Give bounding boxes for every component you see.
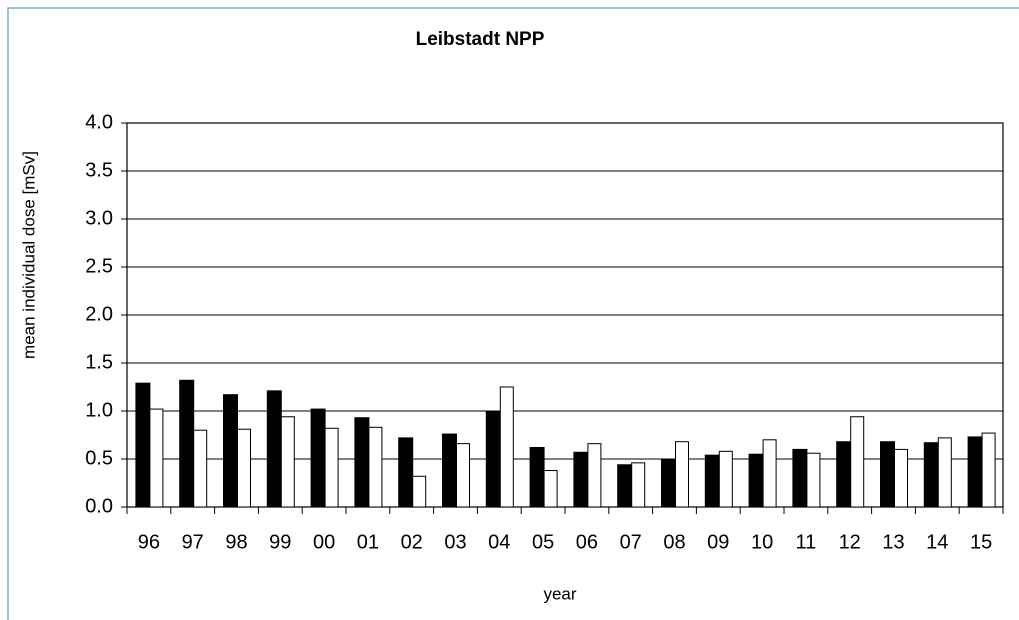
bar xyxy=(280,416,295,508)
y-tick-label: 3.0 xyxy=(85,207,113,229)
x-tick-label: 13 xyxy=(882,531,904,553)
x-tick-label: 02 xyxy=(401,531,423,553)
bar xyxy=(223,394,238,508)
bar xyxy=(967,436,983,508)
bar xyxy=(543,470,558,508)
x-tick-label: 10 xyxy=(751,531,773,553)
x-tick-label: 05 xyxy=(532,531,554,553)
x-tick-label: 06 xyxy=(576,531,598,553)
bar xyxy=(529,446,545,508)
bar xyxy=(850,416,865,508)
y-tick-label: 0.0 xyxy=(85,495,113,517)
bar xyxy=(442,433,457,508)
bar xyxy=(499,386,514,508)
bar xyxy=(310,408,326,508)
bar xyxy=(485,411,501,508)
y-tick-label: 3.5 xyxy=(85,159,113,181)
x-tick-label: 11 xyxy=(796,531,817,553)
y-tick-label: 0.5 xyxy=(85,447,113,469)
bar xyxy=(179,379,195,508)
y-tick-label: 1.5 xyxy=(85,351,113,373)
bar xyxy=(368,426,383,508)
bar xyxy=(266,390,282,508)
bar xyxy=(617,464,633,508)
y-tick-label: 1.0 xyxy=(85,399,113,421)
x-tick-label: 12 xyxy=(839,531,861,553)
y-tick-label: 2.0 xyxy=(85,303,113,325)
bar xyxy=(762,439,777,508)
y-tick-label: 4.0 xyxy=(85,111,113,133)
bar xyxy=(237,428,251,508)
bar xyxy=(661,459,676,508)
bar xyxy=(704,454,720,508)
x-tick-label: 04 xyxy=(488,531,510,553)
x-tick-label: 00 xyxy=(313,531,335,553)
bar xyxy=(398,437,414,508)
bar xyxy=(354,417,370,508)
bar xyxy=(748,453,764,508)
bar xyxy=(412,475,427,508)
x-tick-label: 09 xyxy=(707,531,729,553)
bar xyxy=(631,462,646,508)
y-tick-label: 2.5 xyxy=(85,255,113,277)
bar xyxy=(923,442,939,508)
y-axis-label: mean individual dose [mSv] xyxy=(19,151,38,359)
bar xyxy=(573,451,589,508)
bar xyxy=(880,441,895,508)
x-tick-label: 07 xyxy=(620,531,642,553)
frame xyxy=(7,7,1019,620)
chart-title: Leibstadt NPP xyxy=(416,29,545,50)
bar xyxy=(456,443,470,508)
bar xyxy=(149,408,164,508)
bar xyxy=(836,441,852,508)
bar xyxy=(981,432,996,508)
bar xyxy=(135,382,151,508)
bar xyxy=(193,429,208,508)
x-tick-label: 08 xyxy=(663,531,685,553)
bar xyxy=(894,448,908,508)
x-tick-label: 98 xyxy=(225,531,247,553)
x-tick-label: 99 xyxy=(269,531,291,553)
bar xyxy=(324,427,339,508)
x-tick-label: 15 xyxy=(970,531,992,553)
bar xyxy=(792,448,808,508)
x-tick-label: 97 xyxy=(182,531,204,553)
bar xyxy=(718,450,733,508)
bar xyxy=(937,437,952,508)
x-axis-label: year xyxy=(543,584,576,603)
bar xyxy=(675,441,689,508)
x-tick-label: 14 xyxy=(926,531,948,553)
x-tick-label: 96 xyxy=(138,531,160,553)
x-tick-label: 01 xyxy=(357,531,379,553)
bar xyxy=(587,443,602,508)
bar xyxy=(806,452,821,508)
x-tick-label: 03 xyxy=(444,531,466,553)
